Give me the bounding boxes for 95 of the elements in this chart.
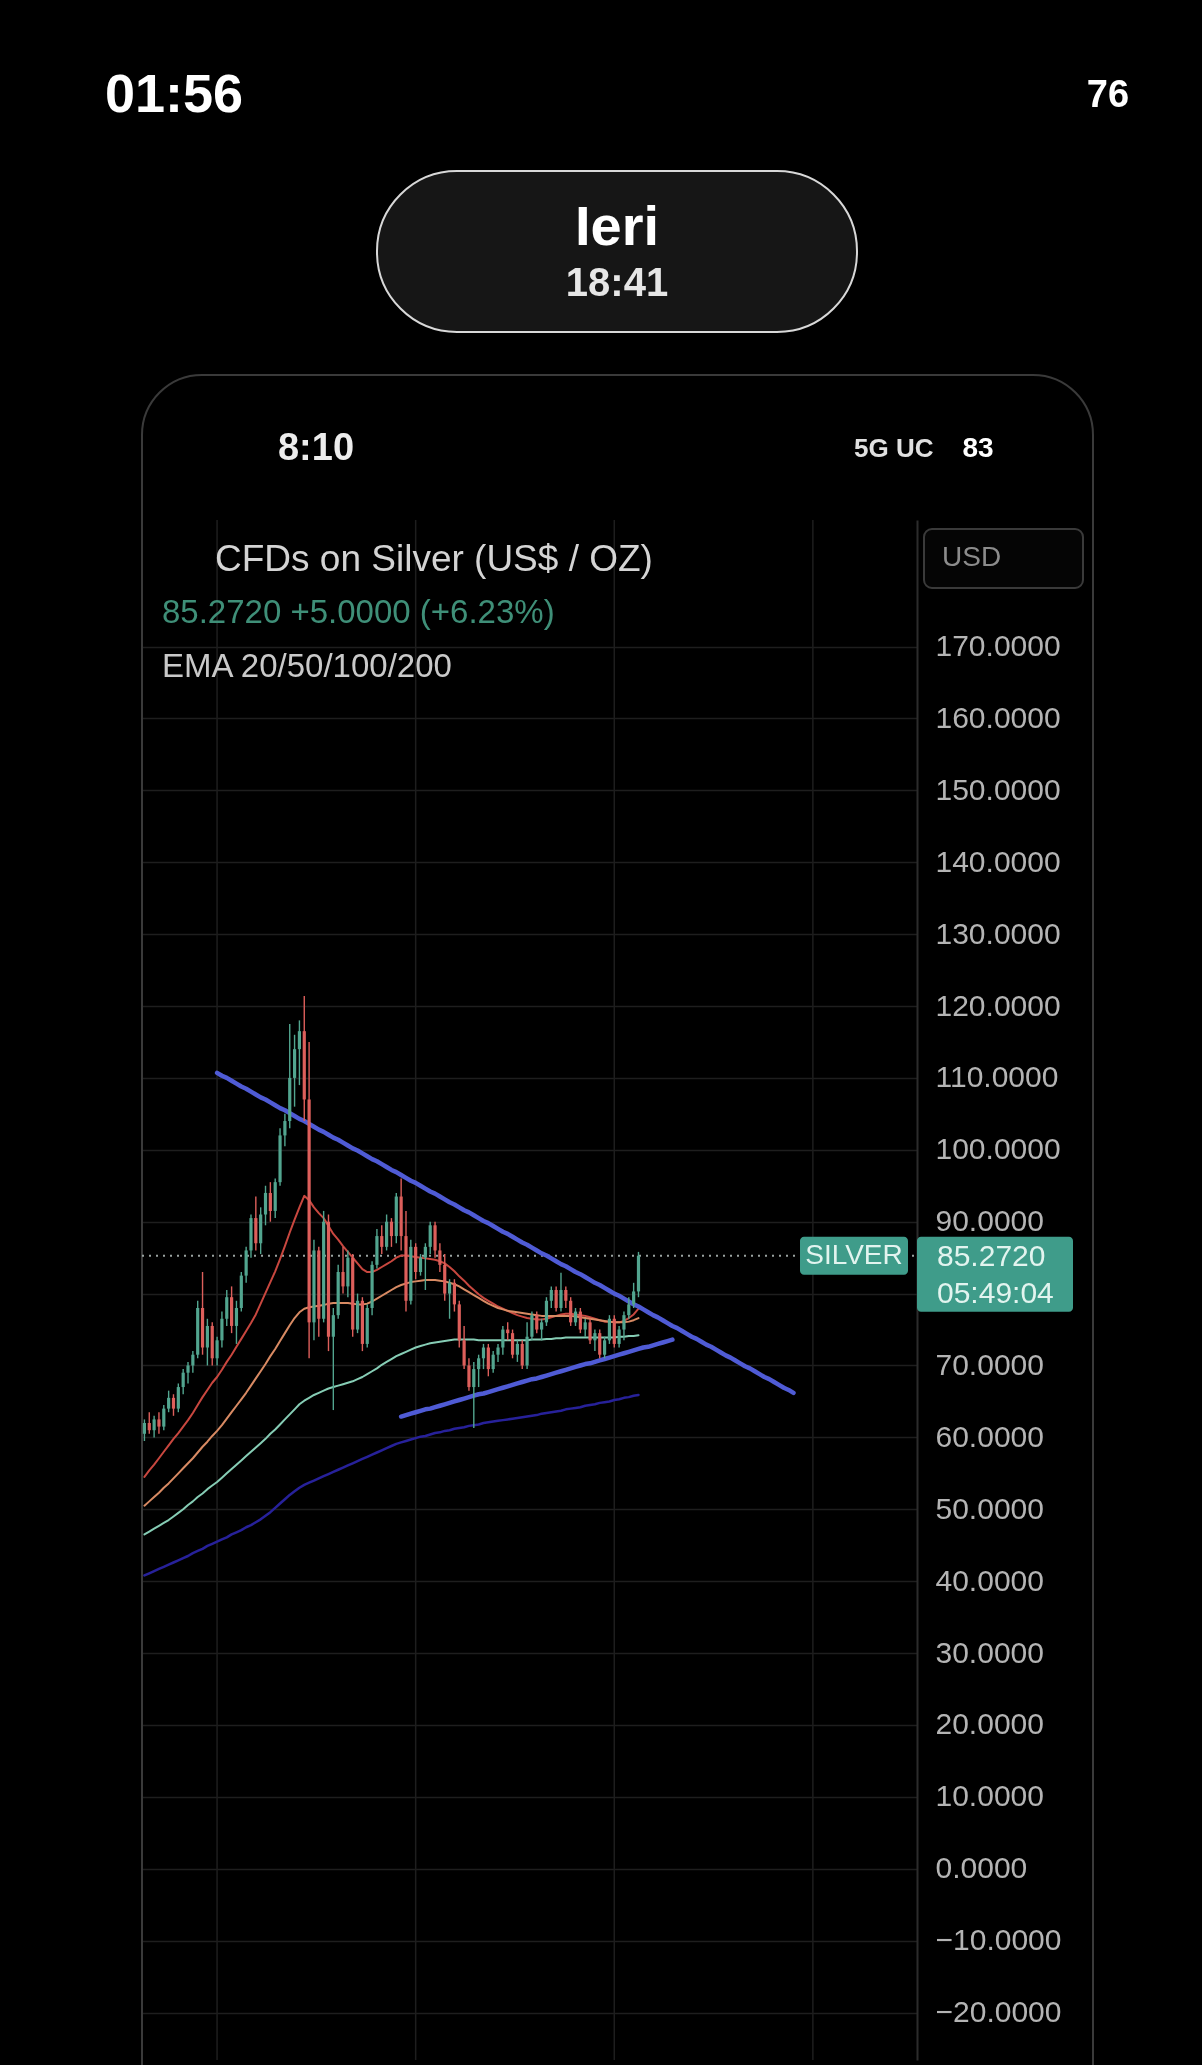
candlestick — [588, 1318, 592, 1345]
candlestick — [559, 1272, 563, 1313]
candlestick — [491, 1350, 495, 1374]
candlestick — [622, 1310, 626, 1342]
line-series — [214, 1070, 796, 1396]
line-series — [398, 1337, 675, 1419]
y-tick-label: 20.0000 — [935, 1707, 1044, 1741]
candlestick — [283, 1113, 287, 1147]
candlestick — [520, 1339, 524, 1370]
y-tick-label: 10.0000 — [935, 1779, 1044, 1813]
candlestick — [544, 1296, 549, 1327]
text: 01:56 — [105, 63, 244, 123]
candlestick — [549, 1285, 553, 1309]
candlestick — [152, 1415, 156, 1439]
candlestick — [263, 1185, 268, 1226]
y-tick-label: 60.0000 — [935, 1419, 1044, 1453]
candlestick — [569, 1296, 573, 1327]
line-series — [143, 1393, 640, 1577]
candlestick — [617, 1325, 621, 1349]
y-tick-label: 120.0000 — [935, 988, 1061, 1022]
candlestick — [331, 1307, 335, 1411]
text: USD — [942, 541, 1002, 572]
y-tick-label: −20.0000 — [935, 1995, 1062, 2029]
candlestick — [515, 1339, 519, 1363]
y-tick-label: 100.0000 — [935, 1132, 1061, 1166]
candlestick — [593, 1328, 597, 1352]
text: 5G UC — [854, 433, 934, 463]
candlestick — [428, 1221, 432, 1255]
candlestick — [380, 1224, 384, 1255]
annotation: EMA 20/50/100/200 — [162, 647, 452, 684]
text: 83 — [962, 432, 994, 463]
candlestick — [472, 1361, 476, 1429]
text: 85.2720 — [937, 1239, 1046, 1272]
y-tick-label: 40.0000 — [935, 1563, 1044, 1597]
candlestick — [602, 1336, 607, 1359]
y-tick-label: 150.0000 — [935, 772, 1061, 806]
candlestick — [447, 1278, 452, 1320]
candlestick — [341, 1246, 345, 1295]
candlestick — [205, 1318, 209, 1367]
candlestick — [452, 1278, 457, 1313]
candlestick — [486, 1343, 490, 1377]
text: 76 — [1086, 73, 1130, 115]
candlestick — [467, 1357, 471, 1392]
candlestick — [501, 1325, 505, 1356]
text: 05:49:04 — [937, 1276, 1054, 1309]
y-tick-label: 130.0000 — [935, 916, 1061, 950]
candlestick — [510, 1328, 515, 1359]
y-tick-label: 160.0000 — [935, 700, 1061, 734]
candlestick — [186, 1361, 190, 1385]
candlestick — [225, 1289, 229, 1327]
y-tick-label: 30.0000 — [935, 1635, 1044, 1669]
text: 85.2720 +5.0000 (+6.23%) — [162, 593, 555, 630]
candlestick — [142, 1418, 147, 1442]
y-tick-label: 170.0000 — [935, 629, 1061, 663]
candlestick — [423, 1242, 427, 1291]
candlestick — [268, 1181, 272, 1223]
candlestick — [438, 1242, 442, 1273]
candlestick — [564, 1285, 568, 1309]
text: 8:10 — [277, 426, 355, 468]
y-tick-label: 70.0000 — [935, 1347, 1044, 1381]
y-tick-label: 110.0000 — [935, 1060, 1059, 1094]
line-series — [143, 1278, 640, 1507]
text: CFDs on Silver (US$ / OZ) — [215, 538, 653, 579]
candlestick — [181, 1368, 185, 1395]
candlestick — [598, 1328, 602, 1359]
candlestick — [215, 1336, 219, 1367]
candlestick — [162, 1404, 166, 1431]
candlestick — [176, 1382, 180, 1413]
candlestick — [535, 1310, 539, 1334]
candlestick — [220, 1310, 224, 1349]
text: Ieri — [574, 194, 660, 257]
candlestick — [627, 1296, 631, 1320]
candlestick — [540, 1318, 544, 1342]
candlestick — [530, 1310, 534, 1342]
line-series — [143, 1194, 640, 1478]
y-tick-label: −10.0000 — [935, 1923, 1062, 1957]
candlestick — [234, 1300, 239, 1345]
text: 18:41 — [565, 260, 669, 304]
y-tick-label: 90.0000 — [935, 1204, 1044, 1238]
candlestick — [167, 1389, 171, 1413]
y-tick-label: 50.0000 — [935, 1491, 1044, 1525]
candlestick — [418, 1253, 423, 1277]
candlestick — [171, 1393, 176, 1417]
candlestick — [578, 1307, 582, 1334]
candlestick — [147, 1411, 151, 1435]
candlestick — [157, 1411, 161, 1435]
candlestick — [297, 1019, 302, 1086]
candlestick — [607, 1314, 612, 1345]
ref-line-label: SILVER — [805, 1238, 903, 1270]
y-tick-label: 140.0000 — [935, 844, 1061, 878]
candlestick — [554, 1285, 558, 1313]
y-tick-label: 0.0000 — [935, 1851, 1028, 1885]
candlestick — [389, 1217, 394, 1248]
candlestick — [632, 1282, 636, 1309]
candlestick — [477, 1354, 481, 1388]
